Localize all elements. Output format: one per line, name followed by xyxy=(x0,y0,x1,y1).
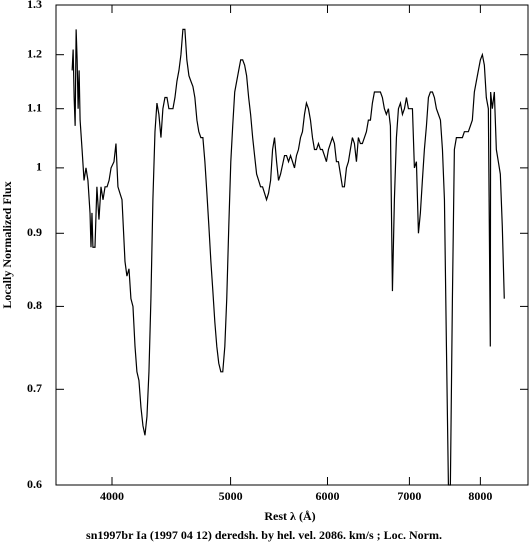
spectrum-line xyxy=(71,28,505,486)
y-tick-label: 0.6 xyxy=(27,477,42,491)
plot-frame xyxy=(55,4,529,486)
y-tick-label: 1.3 xyxy=(27,0,42,11)
y-tick-label: 0.9 xyxy=(27,225,42,239)
x-tick-label: 5000 xyxy=(219,489,243,503)
y-tick-label: 0.8 xyxy=(27,298,42,312)
x-tick-label: 7000 xyxy=(397,489,421,503)
chart-title: sn1997br Ia (1997 04 12) deredsh. by hel… xyxy=(86,528,442,542)
x-tick-label: 4000 xyxy=(100,489,124,503)
x-tick-label: 8000 xyxy=(468,489,492,503)
y-tick-label: 1.2 xyxy=(27,46,42,60)
y-axis-label: Locally Normalized Flux xyxy=(0,181,14,308)
x-tick-label: 6000 xyxy=(315,489,339,503)
y-tick-label: 1 xyxy=(36,160,42,174)
y-tick-label: 1.1 xyxy=(27,100,42,114)
x-axis-label: Rest λ (Å) xyxy=(264,509,315,523)
y-tick-label: 0.7 xyxy=(27,381,42,395)
